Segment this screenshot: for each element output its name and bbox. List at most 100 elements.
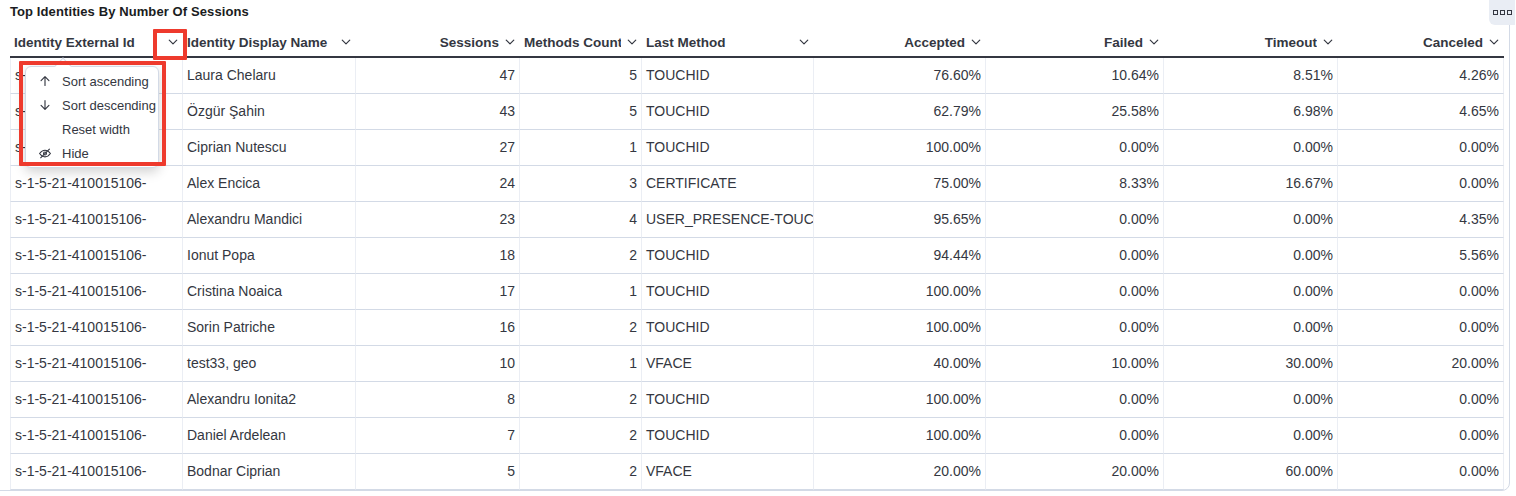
table-row: s-1-5-21-410015106-Alexandru Ionita282TO… [10,382,1504,418]
cell-methods-count: 1 [520,346,642,382]
sort-ascending-icon [37,73,53,89]
cell-failed: 0.00% [986,202,1164,238]
cell-canceled: 5.56% [1338,238,1504,274]
data-grid: Identity External Id Identity Display Nam… [10,28,1504,490]
column-header-label: Sessions [360,35,499,50]
column-header-methods-count[interactable]: Methods Count [520,27,642,57]
table-row: s-1-5-21-410015106-Sorin Patriche162TOUC… [10,310,1504,346]
cell-sessions: 24 [356,166,520,202]
menu-item-label: Sort ascending [62,74,149,89]
chevron-down-icon[interactable] [1488,36,1500,48]
cell-identity-external-id: s-1-5-21-410015106- [10,166,183,202]
cell-identity-external-id: s-1-5-21-410015106- [10,418,183,454]
cell-sessions: 23 [356,202,520,238]
cell-last-method: TOUCHID [642,418,814,454]
column-header-timeout[interactable]: Timeout [1164,27,1338,57]
cell-timeout: 0.00% [1164,418,1338,454]
cell-canceled: 0.00% [1338,130,1504,166]
cell-sessions: 43 [356,94,520,130]
chevron-down-icon[interactable] [167,36,179,48]
cell-timeout: 60.00% [1164,454,1338,490]
cell-failed: 0.00% [986,238,1164,274]
cell-accepted: 76.60% [814,58,986,94]
dashboard-panel: Top Identities By Number Of Sessions Ide… [0,0,1516,496]
cell-last-method: VFACE [642,346,814,382]
column-header-sessions[interactable]: Sessions [356,27,520,57]
chevron-down-icon[interactable] [1148,36,1160,48]
eye-closed-icon [37,145,53,161]
column-header-identity-external-id[interactable]: Identity External Id [10,27,183,57]
cell-failed: 20.00% [986,454,1164,490]
cell-accepted: 94.44% [814,238,986,274]
boxes-horizontal-icon [1493,10,1498,15]
cell-accepted: 62.79% [814,94,986,130]
column-header-failed[interactable]: Failed [986,27,1164,57]
cell-identity-display-name: Alexandru Ionita2 [183,382,356,418]
column-header-identity-display-name[interactable]: Identity Display Name [183,27,356,57]
cell-identity-external-id: s-1-5-21-410015106- [10,202,183,238]
cell-sessions: 10 [356,346,520,382]
table-row: s-1-5-21-410015106-Cristina Noaica171TOU… [10,274,1504,310]
column-header-label: Identity Display Name [187,35,335,50]
column-header-canceled[interactable]: Canceled [1338,27,1504,57]
sort-descending-icon [37,97,53,113]
cell-timeout: 30.00% [1164,346,1338,382]
cell-identity-display-name: Ionut Popa [183,238,356,274]
cell-timeout: 0.00% [1164,130,1338,166]
cell-accepted: 100.00% [814,310,986,346]
menu-item-label: Reset width [62,122,130,137]
table-row: s-1-5-21-410015106-Ionut Popa182TOUCHID9… [10,238,1504,274]
chevron-down-icon[interactable] [504,36,516,48]
cell-methods-count: 2 [520,238,642,274]
table-row: s-1-5-21-410015106-Ciprian Nutescu271TOU… [10,130,1504,166]
cell-last-method: USER_PRESENCE-TOUC [642,202,814,238]
cell-identity-display-name: Sorin Patriche [183,310,356,346]
cell-methods-count: 3 [520,166,642,202]
panel-actions-button[interactable] [1489,0,1515,25]
chevron-down-icon[interactable] [626,36,638,48]
menu-item-hide[interactable]: Hide [26,141,158,165]
cell-identity-external-id: s-1-5-21-410015106- [10,382,183,418]
table-row: s-1-5-21-410015106-Daniel Ardelean72TOUC… [10,418,1504,454]
cell-canceled: 0.00% [1338,418,1504,454]
cell-accepted: 100.00% [814,274,986,310]
cell-last-method: CERTIFICATE [642,166,814,202]
cell-identity-external-id: s-1-5-21-410015106- [10,310,183,346]
chevron-down-icon[interactable] [798,36,810,48]
cell-failed: 0.00% [986,382,1164,418]
cell-accepted: 100.00% [814,418,986,454]
cell-timeout: 6.98% [1164,94,1338,130]
cell-sessions: 47 [356,58,520,94]
column-header-accepted[interactable]: Accepted [814,27,986,57]
cell-methods-count: 2 [520,310,642,346]
cell-identity-display-name: Laura Chelaru [183,58,356,94]
cell-failed: 10.00% [986,346,1164,382]
chevron-down-icon[interactable] [1322,36,1334,48]
panel-title: Top Identities By Number Of Sessions [10,4,249,19]
column-header-label: Timeout [1168,35,1317,50]
cell-methods-count: 2 [520,418,642,454]
menu-item-sort-descending[interactable]: Sort descending [26,93,158,117]
cell-identity-display-name: Alexandru Mandici [183,202,356,238]
column-header-label: Methods Count [524,35,621,50]
cell-identity-display-name: Bodnar Ciprian [183,454,356,490]
menu-item-sort-ascending[interactable]: Sort ascending [26,69,158,93]
chevron-down-icon[interactable] [970,36,982,48]
cell-timeout: 16.67% [1164,166,1338,202]
chevron-down-icon[interactable] [340,36,352,48]
icon-placeholder [37,121,53,137]
menu-item-reset-width[interactable]: Reset width [26,117,158,141]
cell-sessions: 17 [356,274,520,310]
column-header-label: Canceled [1342,35,1483,50]
cell-timeout: 8.51% [1164,58,1338,94]
cell-last-method: TOUCHID [642,130,814,166]
cell-last-method: TOUCHID [642,94,814,130]
cell-canceled: 0.00% [1338,166,1504,202]
cell-failed: 0.00% [986,310,1164,346]
column-options-menu: Sort ascending Sort descending Reset width… [25,66,159,168]
cell-last-method: TOUCHID [642,274,814,310]
cell-identity-display-name: Ciprian Nutescu [183,130,356,166]
cell-identity-external-id: s-1-5-21-410015106- [10,274,183,310]
cell-failed: 25.58% [986,94,1164,130]
column-header-last-method[interactable]: Last Method [642,27,814,57]
